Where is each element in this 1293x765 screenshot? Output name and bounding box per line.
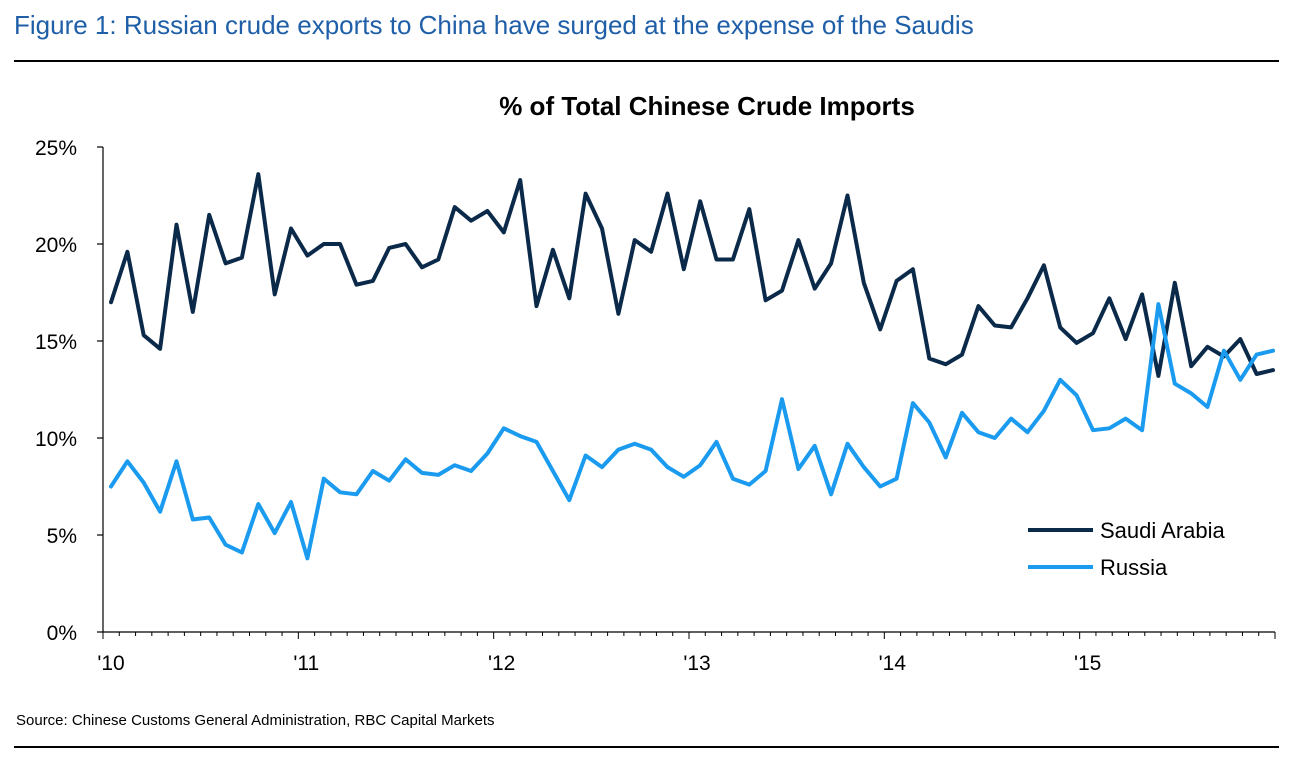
bottom-divider xyxy=(14,746,1279,748)
series-line-saudi-arabia xyxy=(109,172,1275,378)
y-tick-label: 15% xyxy=(35,331,77,354)
x-tick-label: '11 xyxy=(293,652,319,675)
figure-title: Figure 1: Russian crude exports to China… xyxy=(14,10,974,40)
chart-legend: Saudi Arabia Russia xyxy=(1028,518,1226,580)
top-divider xyxy=(14,60,1279,62)
chart-title: % of Total Chinese Crude Imports xyxy=(499,91,915,121)
chart-axes: 0% 5% 10% 15% 20% 25% '10 '11 '12 '13 '14 '15 xyxy=(35,137,1276,675)
series-layer xyxy=(109,172,1275,561)
y-tick-label: 0% xyxy=(47,622,77,645)
y-tick-label: 25% xyxy=(35,137,77,160)
x-tick-label: '14 xyxy=(879,652,907,675)
y-tick-label: 5% xyxy=(47,525,77,548)
y-tick-label: 10% xyxy=(35,428,77,451)
y-tick-label: 20% xyxy=(35,234,77,257)
x-tick-label: '10 xyxy=(97,652,124,675)
x-tick-label: '12 xyxy=(488,652,515,675)
x-tick-label: '15 xyxy=(1074,652,1101,675)
legend-label: Saudi Arabia xyxy=(1100,518,1226,543)
series-line-russia xyxy=(109,302,1275,561)
x-tick-label: '13 xyxy=(683,652,710,675)
source-note: Source: Chinese Customs General Administ… xyxy=(16,712,495,729)
legend-label: Russia xyxy=(1100,555,1168,580)
